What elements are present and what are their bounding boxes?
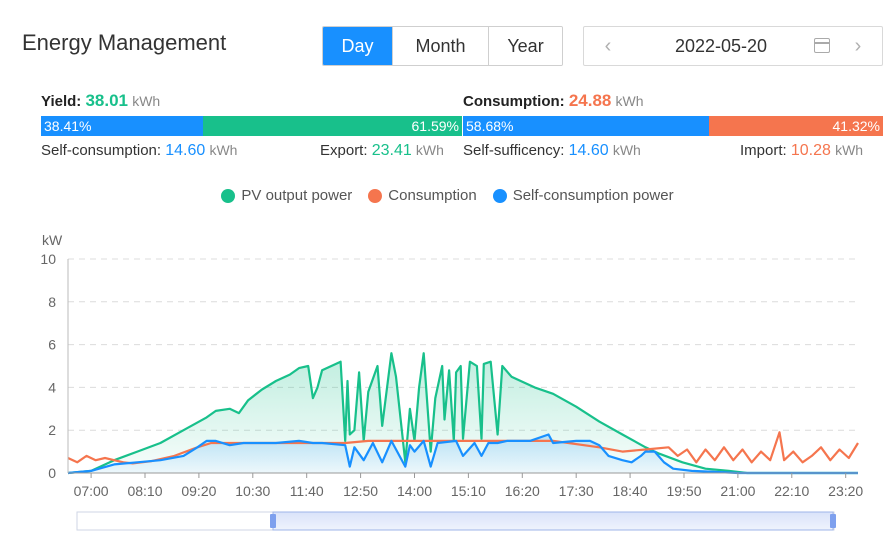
self-consumption-label: Self-consumption: — [41, 142, 162, 159]
x-tick-label: 23:20 — [828, 483, 863, 499]
yield-ratio-bar: 38.41% 61.59% — [41, 116, 462, 136]
period-tabs: Day Month Year — [322, 26, 563, 66]
yield-label: Yield: — [41, 93, 82, 110]
date-value: 2022-05-20 — [674, 35, 768, 56]
page-title: Energy Management — [22, 30, 227, 55]
calendar-icon[interactable] — [810, 36, 834, 56]
x-tick-label: 22:10 — [774, 483, 809, 499]
y-tick-label: 6 — [48, 337, 56, 353]
zoom-handle-right[interactable] — [830, 514, 836, 528]
x-tick-label: 11:40 — [290, 483, 324, 499]
self-consumption-value: 14.60 — [165, 142, 206, 159]
legend-label-pv: PV output power — [241, 187, 353, 204]
yield-value: 38.01 — [85, 91, 129, 110]
x-tick-label: 08:10 — [127, 483, 162, 499]
x-tick-label: 07:00 — [74, 483, 109, 499]
x-tick-label: 16:20 — [505, 483, 540, 499]
x-tick-label: 10:30 — [235, 483, 270, 499]
consumption-legend-dot — [368, 188, 383, 203]
y-tick-label: 2 — [48, 422, 56, 438]
pv-legend-dot — [221, 188, 236, 203]
yield-self-consumption-segment: 38.41% — [41, 116, 203, 136]
export-label: Export: — [320, 142, 368, 159]
self-legend-dot — [492, 188, 507, 203]
consumption-label: Consumption: — [463, 93, 565, 110]
consumption-summary: Consumption: 24.88 kWh — [463, 91, 644, 111]
tab-month[interactable]: Month — [393, 27, 489, 65]
x-tick-label: 09:20 — [181, 483, 216, 499]
import-stat: Import: 10.28 kWh — [740, 142, 863, 160]
self-sufficiency-stat: Self-sufficency: 14.60 kWh — [463, 142, 641, 160]
consumption-unit: kWh — [615, 93, 644, 109]
tab-year[interactable]: Year — [489, 27, 562, 65]
y-tick-label: 0 — [48, 465, 56, 481]
self-consumption-series-area — [68, 434, 858, 473]
x-tick-label: 21:00 — [720, 483, 755, 499]
yield-export-segment: 61.59% — [202, 116, 462, 136]
self-consumption-series-line — [67, 433, 858, 475]
legend-item-self[interactable]: Self-consumption power — [492, 187, 674, 204]
x-tick-label: 12:50 — [343, 483, 378, 499]
consumption-ratio-bar: 58.68% 41.32% — [463, 116, 883, 136]
x-tick-label: 15:10 — [451, 483, 486, 499]
self-sufficiency-value: 14.60 — [568, 142, 609, 159]
self-sufficiency-unit: kWh — [612, 142, 641, 158]
x-tick-label: 18:40 — [613, 483, 648, 499]
y-tick-label: 10 — [40, 251, 56, 267]
chevron-left-icon[interactable]: ‹ — [604, 34, 612, 57]
yield-unit: kWh — [132, 93, 161, 109]
chevron-right-icon[interactable]: › — [854, 34, 862, 57]
date-field[interactable]: 2022-05-20 — [632, 36, 810, 57]
legend-label-consumption: Consumption — [388, 187, 477, 204]
zoom-handle-left[interactable] — [270, 514, 276, 528]
y-tick-label: 8 — [48, 294, 56, 310]
tab-day[interactable]: Day — [323, 27, 393, 65]
export-unit: kWh — [415, 142, 444, 158]
x-tick-label: 17:30 — [559, 483, 594, 499]
chart-legend: PV output power Consumption Self-consump… — [0, 187, 895, 204]
legend-item-consumption[interactable]: Consumption — [368, 187, 477, 204]
date-picker: ‹ 2022-05-20 › — [583, 26, 883, 66]
import-value: 10.28 — [790, 142, 831, 159]
x-tick-label: 14:00 — [397, 483, 432, 499]
self-sufficiency-segment: 58.68% — [463, 116, 710, 136]
import-label: Import: — [740, 142, 787, 159]
x-tick-label: 19:50 — [666, 483, 701, 499]
export-stat: Export: 23.41 kWh — [320, 142, 444, 160]
consumption-value: 24.88 — [568, 91, 612, 110]
pv-output-series-line — [67, 352, 858, 475]
self-sufficiency-label: Self-sufficency: — [463, 142, 565, 159]
legend-label-self: Self-consumption power — [512, 187, 674, 204]
import-unit: kWh — [835, 142, 864, 158]
yield-summary: Yield: 38.01 kWh — [41, 91, 160, 111]
legend-item-pv[interactable]: PV output power — [221, 187, 352, 204]
self-consumption-stat: Self-consumption: 14.60 kWh — [41, 142, 237, 160]
y-axis-label: kW — [42, 232, 63, 248]
export-value: 23.41 — [371, 142, 412, 159]
zoom-slider-window[interactable] — [272, 511, 834, 531]
y-tick-label: 4 — [48, 379, 56, 395]
self-consumption-unit: kWh — [209, 142, 238, 158]
import-segment: 41.32% — [709, 116, 883, 136]
